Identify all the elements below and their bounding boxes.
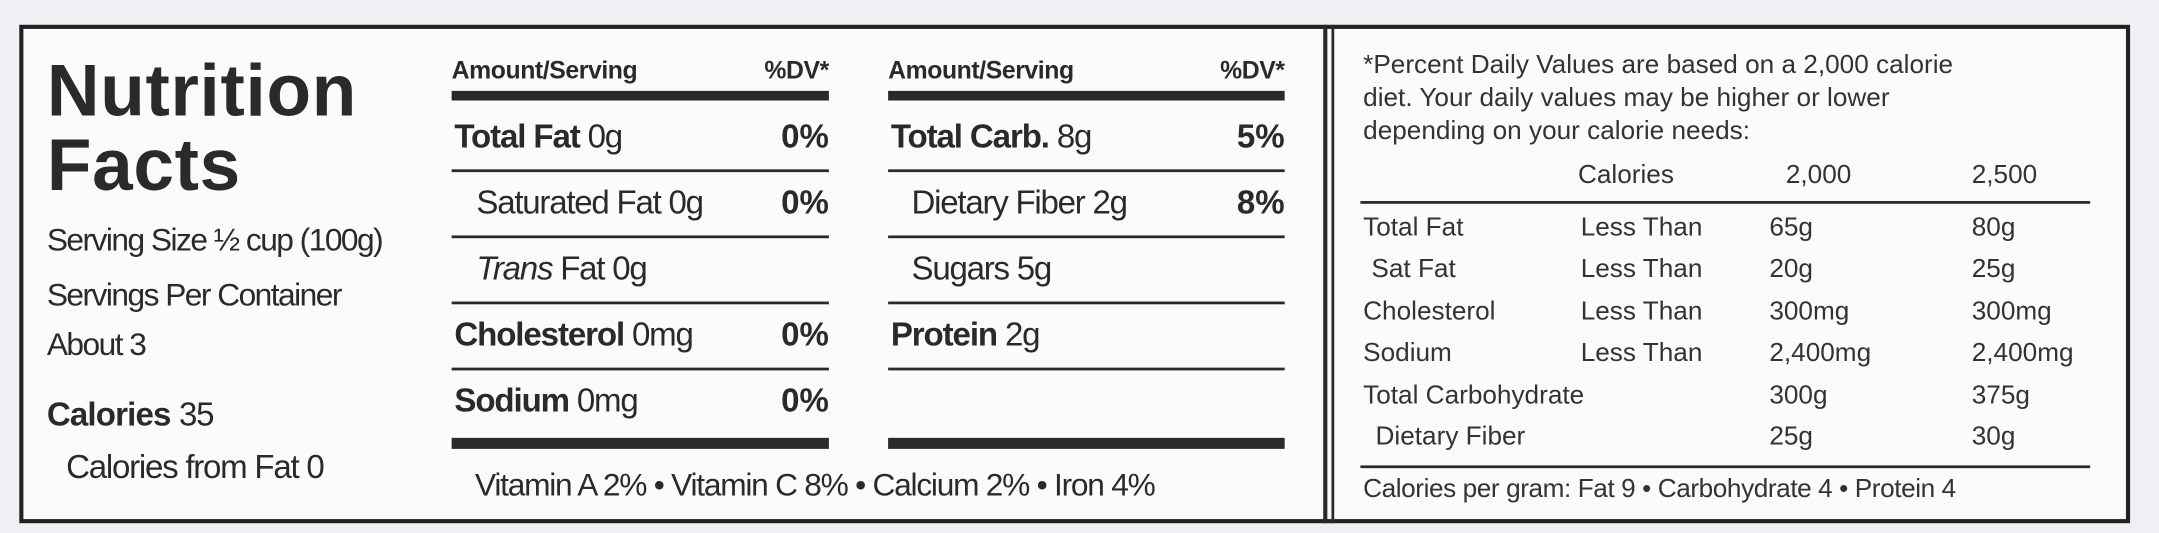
nutrient-name: Cholesterol [454,316,625,354]
nutrient-name: Trans Fat 0g [476,250,648,290]
footnote-line: *Percent Daily Values are based on a 2,0… [1363,50,1954,80]
nutrient-name: Total Carb. [890,118,1050,156]
serving-line: Servings Per Container [46,276,343,313]
nutrient-name: Saturated Fat 0g [476,184,704,224]
dv-value: 25g [1971,255,2016,285]
column-header: %DV* [764,56,829,84]
nutrient-name: Dietary Fiber [911,184,1086,222]
row-rule [888,301,1285,305]
dv-value: 80g [1971,213,2016,243]
calories-label: Calories [46,396,172,434]
dv-nutrient: Total Fat [1363,213,1464,243]
row-rule [888,367,1285,371]
row-rule [451,301,829,305]
nutrient-name: Saturated Fat [476,184,661,222]
nutrient-amount: 5g [1016,250,1053,288]
header-bar [451,90,829,101]
divider [1323,24,1328,524]
dv-limit: Less Than [1580,255,1703,285]
footnote-line: diet. Your daily values may be higher or… [1363,83,1890,113]
dv-header: 2,000 [1785,161,1852,191]
column-header: Amount/Serving [888,56,1074,84]
nutrient-dv: 8% [1236,184,1285,222]
nutrient-amount: 2g [1092,184,1129,222]
nutrient-name: Protein [890,316,998,354]
dv-nutrient: Cholesterol [1363,297,1496,327]
nutrient-name: Total Carb. 8g [890,118,1093,157]
nutrient-name: Sodium 0mg [454,382,639,422]
nutrient-amount: 0mg [576,382,639,420]
nutrient-name: Cholesterol 0mg [454,316,694,356]
dv-nutrient: Dietary Fiber [1375,422,1526,452]
row-rule [451,169,829,173]
nutrient-name: Dietary Fiber 2g [911,184,1129,224]
row-rule [451,235,829,239]
nutrient-amount: 2g [1004,316,1041,354]
dv-value: 2,400mg [1971,338,2074,368]
divider [1331,24,1335,524]
nutrient-amount: 0g [587,118,624,156]
dv-value: 2,400mg [1769,338,1872,368]
row-rule [888,235,1285,239]
dv-rule [1360,465,2091,469]
per-gram: Calories per gram: Fat 9 • Carbohydrate … [1363,475,1956,504]
dv-nutrient: Sodium [1363,338,1452,368]
column-header: %DV* [1220,56,1285,84]
nutrient-dv: 0% [781,316,829,354]
row-rule [451,367,829,371]
vitamins: Vitamin A 2% • Vitamin C 8% • Calcium 2%… [475,466,1156,503]
dv-value: 30g [1971,422,2016,452]
nutrient-dv: 0% [781,184,829,222]
nutrient-name: Total Fat 0g [454,118,624,157]
nutrient-name: Sodium [454,382,570,420]
nutrient-amount: 0g [612,250,648,288]
dv-limit: Less Than [1580,338,1703,368]
column-header: Amount/Serving [451,56,638,84]
row-rule [888,169,1285,173]
dv-value: 300mg [1971,297,2052,327]
nutrient-dv: 0% [781,118,829,156]
nutrient-name-italic: Trans [476,250,553,288]
bottom-bar [451,437,829,449]
title: Facts [46,125,241,207]
nutrient-dv: 0% [781,382,829,420]
nutrient-name: Protein 2g [890,316,1041,356]
dv-limit: Less Than [1580,297,1703,327]
nutrient-name: Sugars [911,250,1011,288]
dv-value: 375g [1971,380,2030,410]
calories-value: 35 [178,396,215,434]
bottom-bar [888,437,1285,449]
nutrient-name: Sugars 5g [911,250,1053,290]
dv-value: 65g [1769,213,1813,243]
dv-nutrient: Sat Fat [1371,255,1456,285]
serving-line: Serving Size ½ cup (100g) [46,221,384,258]
footnote-line: depending on your calorie needs: [1363,117,1751,146]
nutrient-dv: 5% [1236,118,1285,156]
dv-header: Calories [1577,161,1674,191]
dv-rule [1360,201,2091,204]
title: Nutrition [46,50,358,133]
nutrient-name: Total Fat [454,118,580,156]
dv-value: 25g [1769,422,1813,452]
dv-value: 20g [1769,255,1813,285]
dv-limit: Less Than [1580,213,1703,243]
dv-header: 2,500 [1971,161,2038,191]
nutrient-amount: 0g [668,184,704,222]
serving-line: About 3 [46,326,147,363]
dv-value: 300mg [1769,297,1850,327]
nutrient-amount: 8g [1056,118,1093,156]
header-bar [888,90,1285,101]
dv-value: 300g [1769,380,1828,410]
nutrient-amount: 0mg [632,316,694,354]
dv-nutrient: Total Carbohydrate [1363,380,1585,410]
nutrient-name: Fat [560,250,605,288]
calories-from-fat: Calories from Fat 0 [66,448,325,487]
